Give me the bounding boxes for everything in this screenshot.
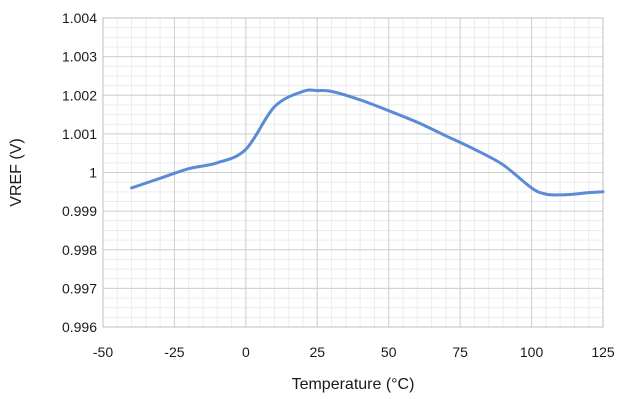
y-axis-title: VREF (V): [8, 138, 25, 206]
x-axis-title: Temperature (°C): [292, 376, 415, 393]
x-tick-label: 25: [309, 344, 325, 360]
y-tick-label: 1.004: [62, 10, 97, 26]
y-tick-label: 1.003: [62, 49, 97, 65]
series-layer: [130, 88, 605, 197]
y-tick-label: 1: [89, 165, 97, 181]
y-tick-label: 0.997: [62, 280, 97, 296]
x-tick-label: 75: [452, 344, 468, 360]
y-tick-label: 0.996: [62, 319, 97, 335]
x-axis-tick-labels: -50 -25 0 25 50 75 100 125: [93, 344, 615, 360]
x-tick-label: 50: [381, 344, 397, 360]
x-tick-label: -25: [164, 344, 184, 360]
y-tick-label: 1.001: [62, 126, 97, 142]
y-tick-label: 1.002: [62, 87, 97, 103]
y-axis-tick-labels: 0.996 0.997 0.998 0.999 1 1.001 1.002 1.003 1.00…: [62, 10, 97, 335]
vref-series-line: [130, 88, 605, 197]
x-tick-label: 0: [242, 344, 250, 360]
x-tick-label: -50: [93, 344, 113, 360]
x-tick-label: 125: [591, 344, 615, 360]
x-tick-label: 100: [520, 344, 544, 360]
y-tick-label: 0.998: [62, 242, 97, 258]
plot-area-frame: [102, 17, 604, 328]
y-tick-label: 0.999: [62, 203, 97, 219]
